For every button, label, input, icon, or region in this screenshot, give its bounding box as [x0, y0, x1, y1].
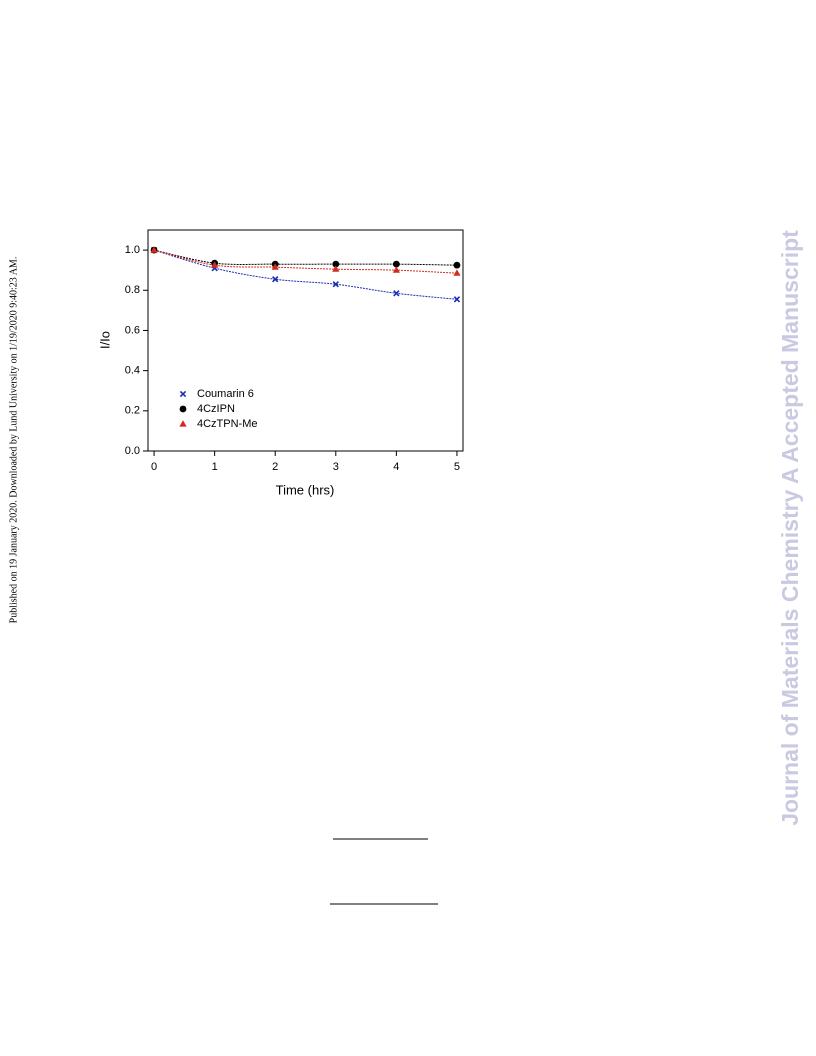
marker [453, 269, 461, 276]
marker [453, 261, 461, 269]
marker [392, 260, 400, 268]
fit-line [153, 249, 457, 300]
x-tick-label: 3 [333, 461, 339, 473]
marker [332, 260, 340, 268]
marker [332, 265, 340, 272]
fit-line [153, 249, 457, 274]
x-axis-label: Time (hrs) [276, 482, 335, 497]
legend-label: Coumarin 6 [197, 388, 254, 400]
x-tick-label: 2 [272, 461, 278, 473]
y-tick-label: 0.0 [125, 445, 140, 457]
x-tick-label: 4 [393, 461, 399, 473]
y-tick-label: 1.0 [125, 244, 140, 256]
marker [392, 266, 400, 273]
y-tick-label: 0.6 [125, 324, 140, 336]
legend-marker [179, 420, 187, 427]
marker [393, 290, 400, 297]
marker [332, 281, 339, 288]
y-tick-label: 0.8 [125, 284, 140, 296]
side-note: Published on 19 January 2020. Downloaded… [8, 257, 19, 624]
y-tick-label: 0.2 [125, 405, 140, 417]
legend-marker [179, 405, 187, 413]
x-tick-label: 0 [151, 461, 157, 473]
x-tick-label: 1 [212, 461, 218, 473]
marker [211, 261, 219, 268]
x-tick-label: 5 [454, 461, 460, 473]
legend-marker [179, 390, 187, 398]
legend-label: 4CzTPN-Me [197, 418, 258, 430]
fit-line [153, 249, 457, 266]
marker [272, 276, 279, 283]
marker [271, 263, 279, 270]
watermark: Journal of Materials Chemistry A Accepte… [777, 230, 803, 826]
legend-label: 4CzIPN [197, 403, 235, 415]
y-axis-label: I/Io [97, 331, 112, 349]
y-tick-label: 0.4 [125, 365, 140, 377]
marker [150, 246, 158, 253]
marker [453, 296, 461, 303]
plot-frame [147, 229, 464, 452]
